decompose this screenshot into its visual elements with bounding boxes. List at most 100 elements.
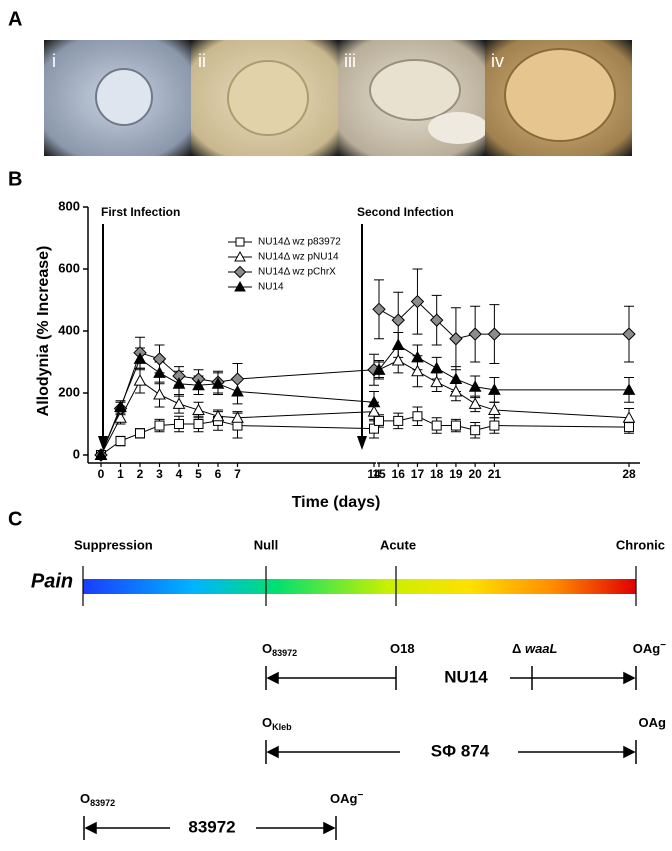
- marker: [115, 436, 126, 447]
- y-tick-label: 400: [58, 322, 80, 337]
- marker: [468, 327, 482, 341]
- legend-marker: [235, 237, 245, 247]
- marker: [367, 395, 381, 408]
- marker: [192, 378, 205, 391]
- marker-text: OAg: [633, 641, 661, 656]
- marker-subscript: 83972: [90, 798, 115, 808]
- marker: [468, 397, 482, 409]
- stage-dividers: [82, 566, 637, 606]
- marker-superscript: −: [660, 640, 666, 651]
- x-tick-label: 15: [372, 467, 386, 481]
- stage-label: Null: [254, 537, 279, 552]
- marker: [153, 388, 166, 400]
- x-tick-label: 2: [137, 467, 144, 481]
- strain-name: 83972: [188, 817, 235, 836]
- marker: [372, 363, 386, 375]
- strain-marker: Δ waaL: [512, 641, 558, 656]
- x-tick-label: 17: [411, 467, 425, 481]
- marker: [193, 419, 204, 429]
- annotation: Second Infection: [357, 205, 454, 219]
- marker: [449, 372, 463, 385]
- marker: [487, 327, 502, 341]
- marker: [470, 425, 481, 436]
- marker: [489, 420, 500, 431]
- photo-label: i: [52, 51, 56, 71]
- strain-marker: OKleb: [262, 715, 292, 732]
- marker: [367, 405, 381, 417]
- marker: [449, 332, 463, 346]
- strain-marker: O83972: [80, 791, 115, 808]
- strain-marker: OAg: [639, 715, 667, 730]
- marker: [172, 377, 186, 389]
- marker: [153, 366, 166, 378]
- x-tick-label: 7: [234, 467, 241, 481]
- legend-label: NU14Δ wz pNU14: [258, 252, 339, 263]
- marker: [391, 338, 405, 350]
- marker: [374, 415, 384, 426]
- marker: [412, 411, 423, 422]
- panel-label: A: [8, 8, 22, 30]
- marker: [430, 361, 444, 374]
- x-tick-label: 21: [488, 467, 502, 481]
- marker: [411, 350, 424, 363]
- y-tick-label: 0: [73, 446, 80, 461]
- legend-label: NU14: [258, 282, 284, 293]
- legend-marker: [234, 280, 246, 292]
- photo-blob: [95, 68, 153, 126]
- x-tick-label: 19: [449, 467, 463, 481]
- marker: [429, 313, 444, 327]
- marker: [622, 411, 636, 423]
- marker: [430, 375, 444, 388]
- marker-text: O: [262, 641, 272, 656]
- stage-label: Chronic: [616, 537, 665, 552]
- marker-text: O: [262, 715, 272, 730]
- marker-text: O18: [390, 641, 415, 656]
- x-tick-label: 20: [468, 467, 482, 481]
- marker-text: OAg: [330, 791, 358, 806]
- photo-label: iv: [491, 51, 504, 71]
- marker: [391, 313, 405, 327]
- strain-name: SΦ 874: [431, 741, 490, 760]
- marker: [391, 353, 405, 366]
- marker: [231, 384, 244, 397]
- photo-blob: [428, 112, 488, 144]
- marker: [133, 374, 147, 386]
- legend-marker: [234, 250, 246, 262]
- scale-label: Pain: [31, 570, 73, 592]
- marker: [211, 377, 225, 389]
- y-tick-label: 600: [58, 260, 80, 275]
- marker: [488, 403, 501, 416]
- marker: [192, 403, 205, 416]
- stage-label: Acute: [380, 537, 416, 552]
- x-tick-label: 14: [367, 467, 381, 481]
- pain-bar: [83, 579, 636, 594]
- y-axis-title: Allodynia (% Increase): [35, 246, 52, 417]
- marker: [393, 415, 404, 426]
- x-axis-title: Time (days): [292, 494, 381, 511]
- marker-text: OAg: [639, 715, 667, 730]
- x-tick-label: 3: [156, 467, 163, 481]
- x-tick-label: 5: [195, 467, 202, 481]
- marker: [172, 397, 186, 409]
- y-tick-label: 200: [58, 384, 80, 399]
- legend-marker: [233, 265, 247, 279]
- marker: [410, 294, 425, 309]
- y-tick-label: 800: [58, 198, 80, 213]
- marker-subscript: Kleb: [272, 722, 292, 732]
- annotation-arrow: [98, 436, 108, 450]
- marker-gene: waaL: [525, 641, 558, 656]
- stage-label: Suppression: [74, 537, 153, 552]
- marker-text: O: [80, 791, 90, 806]
- panel-label: B: [8, 168, 22, 190]
- marker: [94, 448, 108, 460]
- marker: [468, 380, 482, 392]
- annotation: First Infection: [101, 205, 180, 219]
- photo-label: iii: [344, 51, 356, 71]
- x-tick-label: 16: [392, 467, 406, 481]
- legend-label: NU14Δ wz p83972: [258, 237, 341, 248]
- marker: [450, 420, 461, 431]
- strain-arrows: [83, 666, 637, 840]
- photo-label: ii: [198, 51, 206, 71]
